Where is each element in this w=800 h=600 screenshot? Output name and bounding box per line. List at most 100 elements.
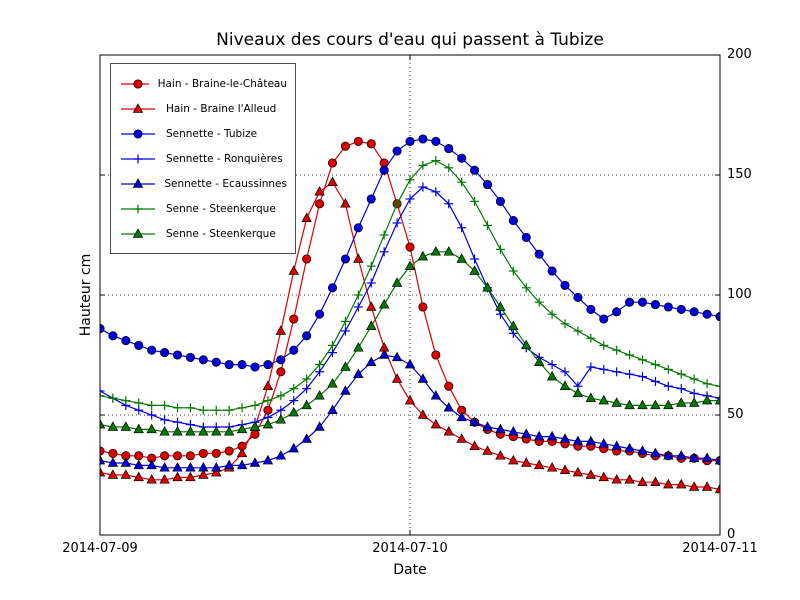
data-point-marker bbox=[120, 469, 132, 479]
data-point-marker bbox=[689, 307, 699, 317]
legend-item: Senne - Steenkerque bbox=[119, 221, 287, 246]
y-tick-label: 0 bbox=[727, 527, 736, 542]
data-point-marker bbox=[559, 433, 571, 443]
data-point-marker bbox=[572, 435, 584, 446]
data-point-marker bbox=[637, 297, 648, 307]
data-point-marker bbox=[521, 339, 532, 350]
data-point-marker bbox=[572, 466, 584, 477]
data-point-marker bbox=[469, 440, 480, 450]
data-point-marker bbox=[198, 355, 208, 365]
x-tick-label: 2014-07-11 bbox=[682, 541, 758, 556]
data-point-marker bbox=[559, 380, 571, 390]
data-point-marker bbox=[417, 373, 429, 383]
data-point-marker bbox=[107, 457, 119, 467]
data-point-marker bbox=[482, 180, 493, 190]
legend-label: Hain - Braine-le-Château bbox=[157, 77, 287, 90]
data-point-marker bbox=[108, 331, 118, 341]
data-point-marker bbox=[612, 307, 622, 317]
data-point-marker bbox=[147, 345, 157, 355]
data-point-marker bbox=[211, 426, 222, 436]
data-point-marker bbox=[172, 350, 183, 360]
legend-label: Hain - Braine l'Alleud bbox=[166, 102, 277, 115]
data-point-marker bbox=[160, 348, 170, 358]
data-point-marker bbox=[688, 397, 700, 407]
data-point-marker bbox=[288, 442, 299, 453]
legend-item: Sennette - Tubize bbox=[119, 121, 287, 146]
data-point-marker bbox=[146, 474, 157, 484]
data-point-marker bbox=[430, 418, 442, 429]
data-point-marker bbox=[573, 292, 583, 302]
legend-marker-triangle-icon bbox=[121, 177, 155, 188]
data-point-marker bbox=[392, 146, 402, 156]
data-point-marker bbox=[288, 265, 299, 275]
data-point-marker bbox=[533, 430, 545, 441]
data-point-marker bbox=[146, 459, 157, 470]
data-point-marker bbox=[172, 471, 183, 482]
data-point-marker bbox=[107, 421, 119, 431]
data-point-marker bbox=[469, 416, 480, 426]
legend: Hain - Braine-le-Château Hain - Braine l'… bbox=[110, 63, 296, 254]
data-point-marker bbox=[120, 457, 132, 467]
data-point-marker bbox=[100, 418, 106, 429]
data-point-marker bbox=[185, 462, 196, 472]
data-point-marker bbox=[546, 430, 558, 441]
legend-marker-circle-icon bbox=[121, 78, 149, 89]
data-point-marker bbox=[430, 246, 442, 256]
x-axis-label: Date bbox=[393, 562, 427, 578]
data-point-marker bbox=[701, 394, 713, 405]
data-point-marker bbox=[611, 474, 622, 484]
data-point-marker bbox=[327, 283, 338, 293]
data-point-marker bbox=[456, 411, 467, 422]
data-point-marker bbox=[100, 466, 106, 477]
data-point-marker bbox=[391, 277, 403, 287]
x-tick-label: 2014-07-09 bbox=[62, 541, 138, 556]
data-point-marker bbox=[276, 355, 286, 365]
data-point-marker bbox=[262, 454, 274, 465]
legend-label: Sennette - Ronquières bbox=[166, 152, 283, 165]
data-point-marker bbox=[288, 406, 299, 417]
data-point-marker bbox=[172, 451, 183, 461]
data-point-marker bbox=[353, 342, 364, 352]
legend-marker-circle-icon bbox=[121, 128, 155, 139]
data-point-marker bbox=[431, 136, 441, 146]
data-point-marker bbox=[211, 462, 222, 472]
legend-item: Senne - Steenkerque bbox=[119, 196, 287, 221]
data-point-marker bbox=[262, 418, 274, 429]
data-point-marker bbox=[663, 302, 673, 312]
data-point-marker bbox=[327, 158, 338, 168]
data-point-marker bbox=[663, 478, 674, 489]
data-point-marker bbox=[211, 466, 222, 477]
data-point-marker bbox=[534, 249, 544, 259]
legend-label: Sennette - Ecaussinnes bbox=[164, 177, 287, 190]
series bbox=[100, 134, 720, 372]
data-point-marker bbox=[495, 301, 506, 311]
data-point-marker bbox=[301, 433, 312, 443]
y-tick-label: 150 bbox=[727, 167, 752, 182]
data-point-marker bbox=[405, 242, 415, 252]
data-point-marker bbox=[611, 397, 622, 407]
data-point-marker bbox=[366, 194, 376, 204]
legend-item: Hain - Braine l'Alleud bbox=[119, 96, 287, 121]
data-point-marker bbox=[262, 380, 274, 390]
data-point-marker bbox=[650, 447, 661, 458]
data-point-marker bbox=[418, 302, 428, 312]
data-point-marker bbox=[663, 450, 674, 460]
data-point-marker bbox=[650, 399, 661, 410]
data-point-marker bbox=[301, 399, 312, 410]
data-point-marker bbox=[547, 266, 557, 276]
data-point-marker bbox=[431, 350, 441, 360]
data-point-marker bbox=[444, 144, 454, 154]
data-point-marker bbox=[100, 454, 106, 465]
data-point-marker bbox=[302, 331, 312, 341]
data-point-marker bbox=[650, 300, 660, 310]
data-point-marker bbox=[533, 356, 545, 366]
data-point-marker bbox=[378, 298, 390, 309]
data-point-marker bbox=[508, 426, 519, 436]
data-point-marker bbox=[236, 447, 248, 458]
y-axis-label: Hauteur cm bbox=[78, 253, 94, 337]
data-point-marker bbox=[521, 457, 532, 467]
data-point-marker bbox=[224, 446, 234, 456]
data-point-marker bbox=[688, 481, 700, 491]
data-point-marker bbox=[159, 474, 170, 484]
